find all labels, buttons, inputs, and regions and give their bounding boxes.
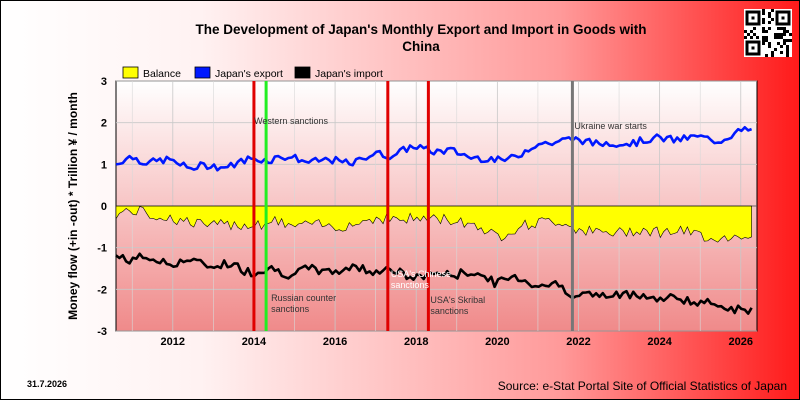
chart-title: The Development of Japan's Monthly Expor… [121,21,721,55]
date-stamp: 31.7.2026 [27,379,68,389]
import-line [115,252,753,315]
legend-label: Balance [143,68,181,80]
x-tick-label: 2022 [566,336,590,348]
y-tick-label: 0 [101,201,107,213]
event-label: USA's Skribal [430,295,485,305]
legend-label: Japan's import [315,68,383,80]
x-tick-label: 2026 [729,336,753,348]
legend-swatch [294,66,311,79]
x-tick-label: 2014 [242,336,267,348]
x-tick-label: 2024 [647,336,672,348]
qr-code-icon [744,9,792,57]
legend-swatch [122,66,139,79]
y-axis-label: Money flow (+in -out) * Trillion ¥ / mon… [66,92,80,320]
event-label: sanctions [430,306,469,316]
y-tick-label: -3 [97,326,107,338]
x-tick-label: 2016 [323,336,347,348]
event-label: sanctions [271,304,310,314]
event-label: Western sanctions [254,116,328,126]
x-tick-label: 2012 [161,336,185,348]
title-line-2: China [402,39,440,54]
event-label: sanctions [391,280,430,290]
y-tick-label: 2 [101,118,107,130]
legend-swatch [194,66,211,79]
x-tick-label: 2020 [485,336,509,348]
y-tick-label: 3 [101,76,107,88]
y-tick-label: -1 [97,243,107,255]
source-note: Source: e-Stat Portal Site of Official S… [497,379,787,393]
y-tick-label: -2 [97,284,107,296]
event-label: USA's Chinese [391,269,451,279]
export-line [115,126,753,172]
event-label: Russian counter [271,293,336,303]
title-line-1: The Development of Japan's Monthly Expor… [195,22,647,37]
event-label: Ukraine war starts [574,121,647,131]
y-tick-label: 1 [101,159,107,171]
legend-label: Japan's export [215,68,283,80]
x-tick-label: 2018 [404,336,428,348]
balance-area [115,205,752,243]
